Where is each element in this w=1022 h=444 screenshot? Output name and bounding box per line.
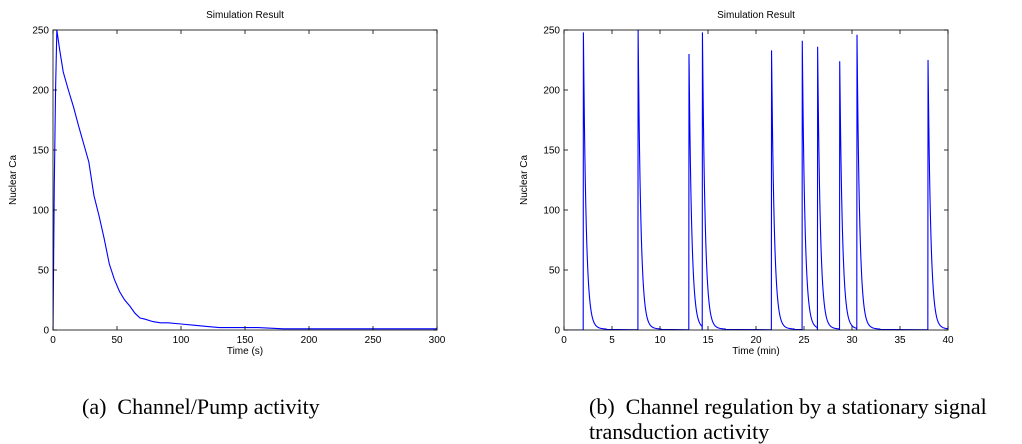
charta-xtick-label: 200	[301, 335, 318, 346]
chartb-ytick-label: 50	[549, 266, 561, 277]
chart-b: Simulation Result 0 5 10 15 20 25 30 35 40 0 50 100 1…	[519, 10, 954, 357]
charta-ytick-label: 250	[32, 26, 49, 37]
charta-ytick-label: 100	[32, 206, 49, 217]
chartb-ytick-label: 250	[543, 26, 560, 37]
caption-b: (b) Channel regulation by a stationary s…	[589, 394, 987, 444]
chartb-xtick-label: 35	[894, 335, 906, 346]
chartb-xtick-label: 25	[798, 335, 810, 346]
chart-a: Simulation Result 0 50 100 150 200 250 300 0 50 10…	[8, 10, 446, 357]
charta-ytick-label: 200	[32, 86, 49, 97]
chartb-xtick-label: 20	[750, 335, 762, 346]
chartb-xtick-label: 10	[654, 335, 666, 346]
chartb-xtick-label: 0	[561, 335, 567, 346]
charta-ylabel: Nuclear Ca	[8, 155, 19, 205]
charta-ytick-label: 150	[32, 146, 49, 157]
chartb-series-line	[564, 30, 948, 330]
charta-xtick-label: 0	[50, 335, 56, 346]
caption-b-tag: (b)	[589, 394, 615, 419]
chartb-xtick-label: 5	[609, 335, 615, 346]
chartb-ytick-label: 0	[554, 326, 560, 337]
caption-a-tag: (a)	[82, 394, 107, 419]
chartb-title: Simulation Result	[717, 10, 795, 21]
charta-ytick-label: 0	[43, 326, 49, 337]
chartb-xtick-label: 40	[942, 335, 954, 346]
charta-xtick-label: 50	[111, 335, 123, 346]
chartb-ylabel: Nuclear Ca	[519, 155, 530, 205]
charta-xtick-label: 100	[173, 335, 190, 346]
charta-ytick-label: 50	[38, 266, 50, 277]
charta-xtick-label: 250	[365, 335, 382, 346]
chartb-xlabel: Time (min)	[732, 346, 779, 357]
chartb-xtick-label: 15	[702, 335, 714, 346]
caption-a: (a) Channel/Pump activity	[82, 394, 320, 419]
charta-title: Simulation Result	[206, 10, 284, 21]
chartb-xtick-label: 30	[846, 335, 858, 346]
charta-axes-frame	[52, 29, 438, 331]
charta-xtick-label: 300	[429, 335, 446, 346]
chartb-ytick-label: 100	[543, 206, 560, 217]
chartb-ytick-label: 150	[543, 146, 560, 157]
caption-b-text-line1: Channel regulation by a stationary signa…	[625, 394, 987, 419]
charta-xtick-label: 150	[237, 335, 254, 346]
charta-series-line	[53, 30, 437, 330]
caption-b-text-line2: transduction activity	[589, 419, 770, 444]
chartb-ytick-label: 200	[543, 86, 560, 97]
chartb-axes-frame	[563, 29, 949, 331]
caption-a-text: Channel/Pump activity	[117, 394, 320, 419]
charta-xlabel: Time (s)	[227, 346, 263, 357]
